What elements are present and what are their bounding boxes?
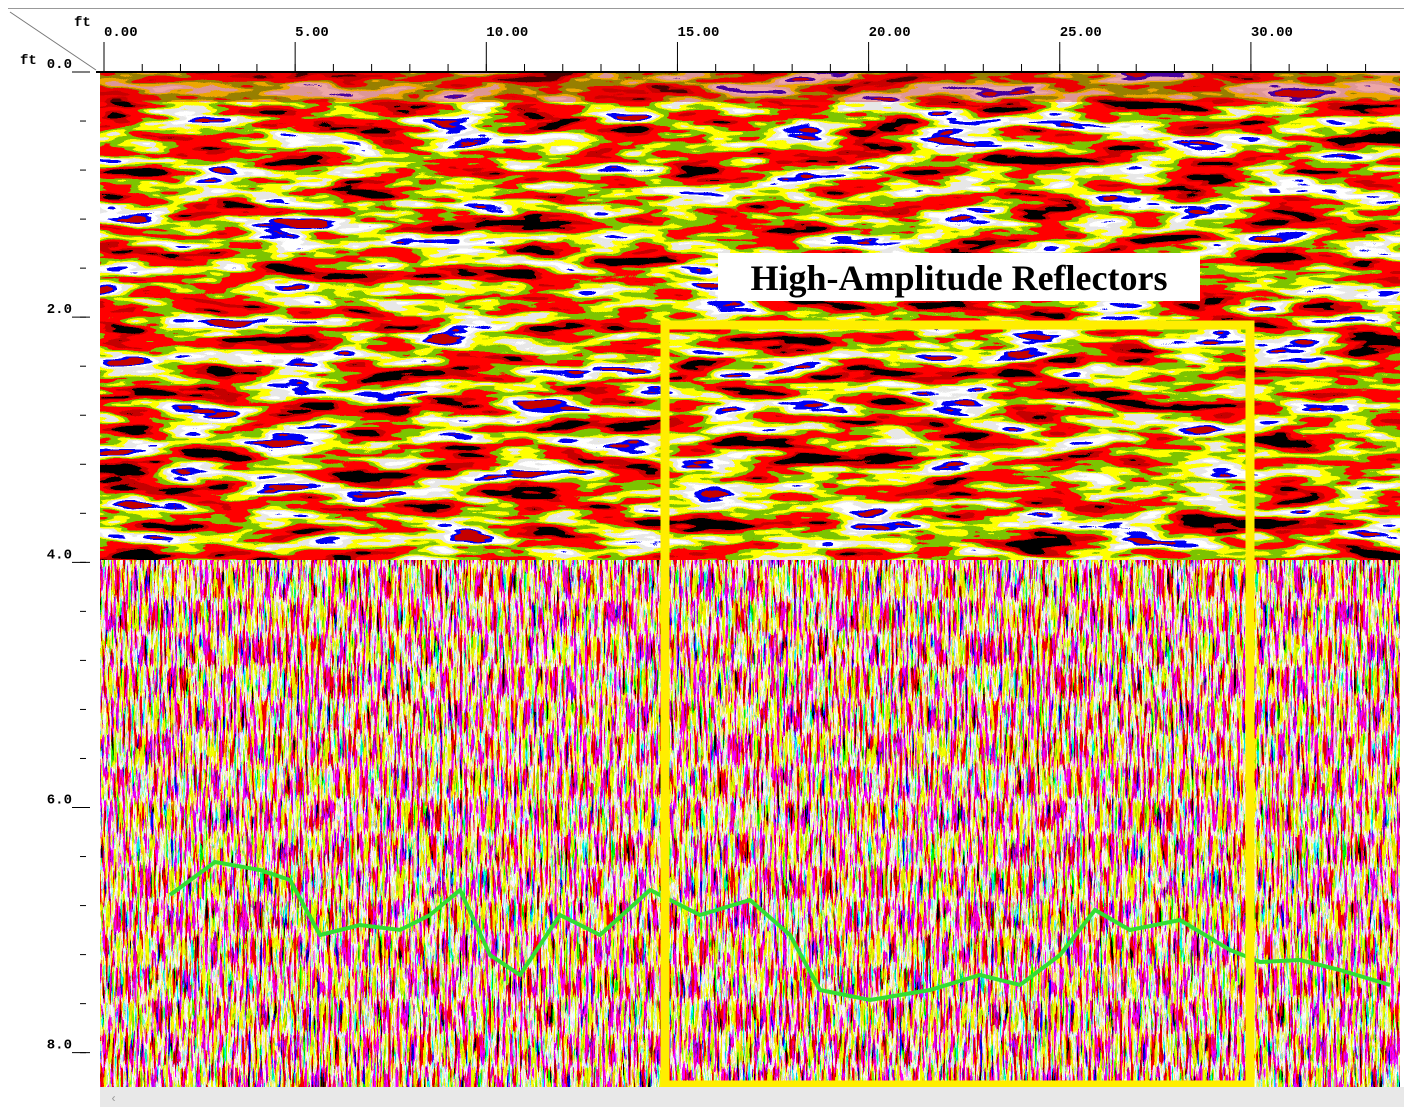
y-tick-label: 6.0	[47, 793, 72, 809]
x-unit: ft	[74, 15, 91, 31]
x-tick-label: 25.00	[1060, 25, 1102, 41]
annotation: High-Amplitude Reflectors	[751, 258, 1168, 298]
x-tick-label: 0.00	[104, 25, 138, 41]
x-tick-label: 30.00	[1251, 25, 1293, 41]
y-tick-label: 4.0	[47, 547, 72, 563]
scroll-left[interactable]: ‹	[110, 1092, 117, 1106]
y-tick-label: 0.0	[47, 57, 72, 73]
x-tick-label: 20.00	[869, 25, 911, 41]
radargram-upper	[100, 72, 1400, 567]
radargram-window: ft ft High-Amplitude Reflectors ‹ 0.00 5.…	[0, 0, 1404, 1107]
x-tick-label: 15.00	[677, 25, 719, 41]
surface-band	[100, 72, 1400, 102]
x-tick-label: 5.00	[295, 25, 329, 41]
frame-edge	[8, 8, 1404, 9]
scrollbar[interactable]	[100, 1087, 1404, 1107]
y-tick-label: 8.0	[47, 1038, 72, 1054]
y-tick-label: 2.0	[47, 302, 72, 318]
x-tick-label: 10.00	[486, 25, 528, 41]
page: ft ft High-Amplitude Reflectors ‹ 0.00 5.…	[0, 0, 1404, 1107]
radargram-lower	[100, 560, 1400, 1087]
y-unit: ft	[20, 53, 37, 69]
